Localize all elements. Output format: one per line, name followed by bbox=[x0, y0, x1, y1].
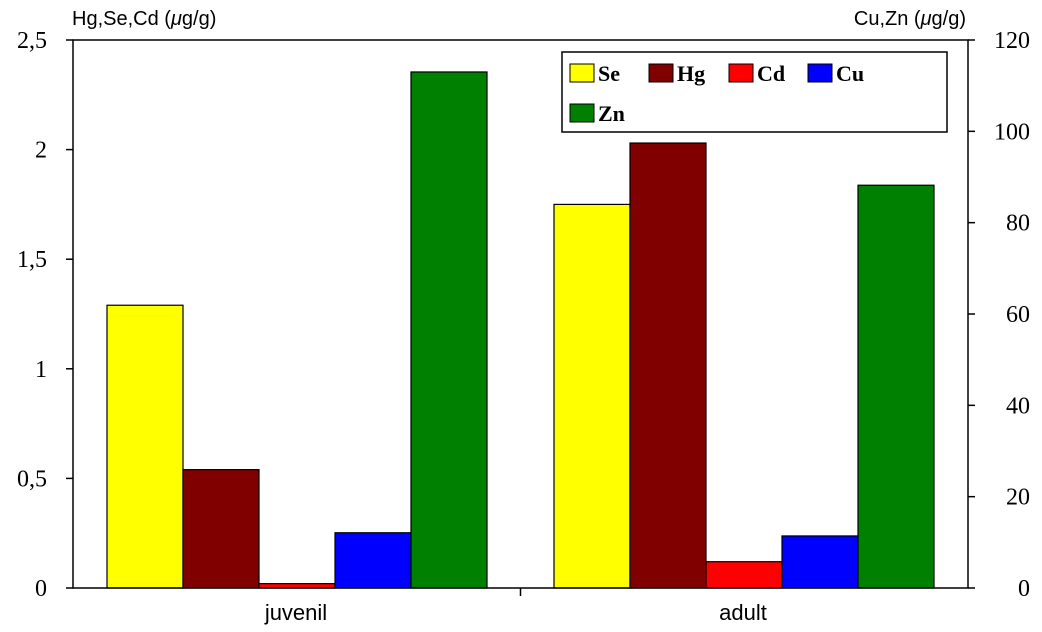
right-tick-label: 120 bbox=[994, 28, 1030, 54]
bar-hg-juvenil bbox=[182, 469, 260, 589]
left-tick-label: 2 bbox=[35, 138, 47, 164]
legend-label-cu: Cu bbox=[836, 61, 864, 86]
right-tick-label: 80 bbox=[1006, 211, 1030, 237]
category-label-adult: adult bbox=[719, 600, 767, 625]
bar-zn-adult bbox=[857, 184, 935, 589]
left-tick-label: 2,5 bbox=[17, 28, 47, 54]
legend-label-se: Se bbox=[598, 61, 620, 86]
bar-hg-adult bbox=[629, 142, 707, 589]
right-axis-title-part-1: Cu,Zn ( bbox=[854, 8, 921, 30]
bar-cu-adult bbox=[781, 535, 859, 589]
left-axis-title-part-1: Hg,Se,Cd ( bbox=[72, 8, 171, 30]
bars-group bbox=[106, 71, 935, 589]
left-tick-label: 1 bbox=[35, 357, 47, 383]
left-axis-title-mu: μ bbox=[170, 8, 182, 30]
bar-se-juvenil bbox=[106, 304, 184, 589]
legend-swatch-se bbox=[569, 63, 595, 83]
right-tick-label: 0 bbox=[1018, 576, 1030, 602]
category-label-juvenil: juvenil bbox=[264, 600, 327, 625]
right-axis-title-mu: μ bbox=[920, 8, 932, 30]
bar-zn-juvenil bbox=[410, 71, 488, 589]
bar-cd-adult bbox=[705, 561, 783, 589]
right-tick-label: 60 bbox=[1006, 302, 1030, 328]
left-tick-label: 0,5 bbox=[17, 466, 47, 492]
left-tick-label: 1,5 bbox=[17, 247, 47, 273]
right-tick-label: 20 bbox=[1006, 485, 1030, 511]
legend-label-zn: Zn bbox=[598, 101, 625, 126]
right-tick-label: 100 bbox=[994, 119, 1030, 145]
right-axis-title: Cu,Zn (μg/g) bbox=[854, 8, 966, 30]
bar-se-adult bbox=[553, 203, 631, 589]
legend-swatch-cd bbox=[728, 63, 754, 83]
legend-box bbox=[561, 51, 948, 133]
right-tick-label: 40 bbox=[1006, 393, 1030, 419]
legend-swatch-zn bbox=[569, 103, 595, 123]
legend-label-cd: Cd bbox=[757, 61, 785, 86]
legend-swatch-hg bbox=[648, 63, 674, 83]
legend-label-hg: Hg bbox=[677, 61, 705, 86]
bar-cu-juvenil bbox=[334, 532, 412, 589]
left-tick-label: 0 bbox=[35, 576, 47, 602]
left-axis-title-part-2: g/g) bbox=[182, 8, 216, 30]
legend: Se Hg Cd Cu Zn bbox=[561, 51, 948, 133]
right-axis-title-part-2: g/g) bbox=[932, 8, 966, 30]
legend-swatch-cu bbox=[807, 63, 833, 83]
axes-group: 0 0,5 1 1,5 2 2,5 0 20 40 60 80 100 120 juvenil adult bbox=[17, 28, 1030, 625]
left-axis-title: Hg,Se,Cd (μg/g) bbox=[72, 8, 216, 30]
